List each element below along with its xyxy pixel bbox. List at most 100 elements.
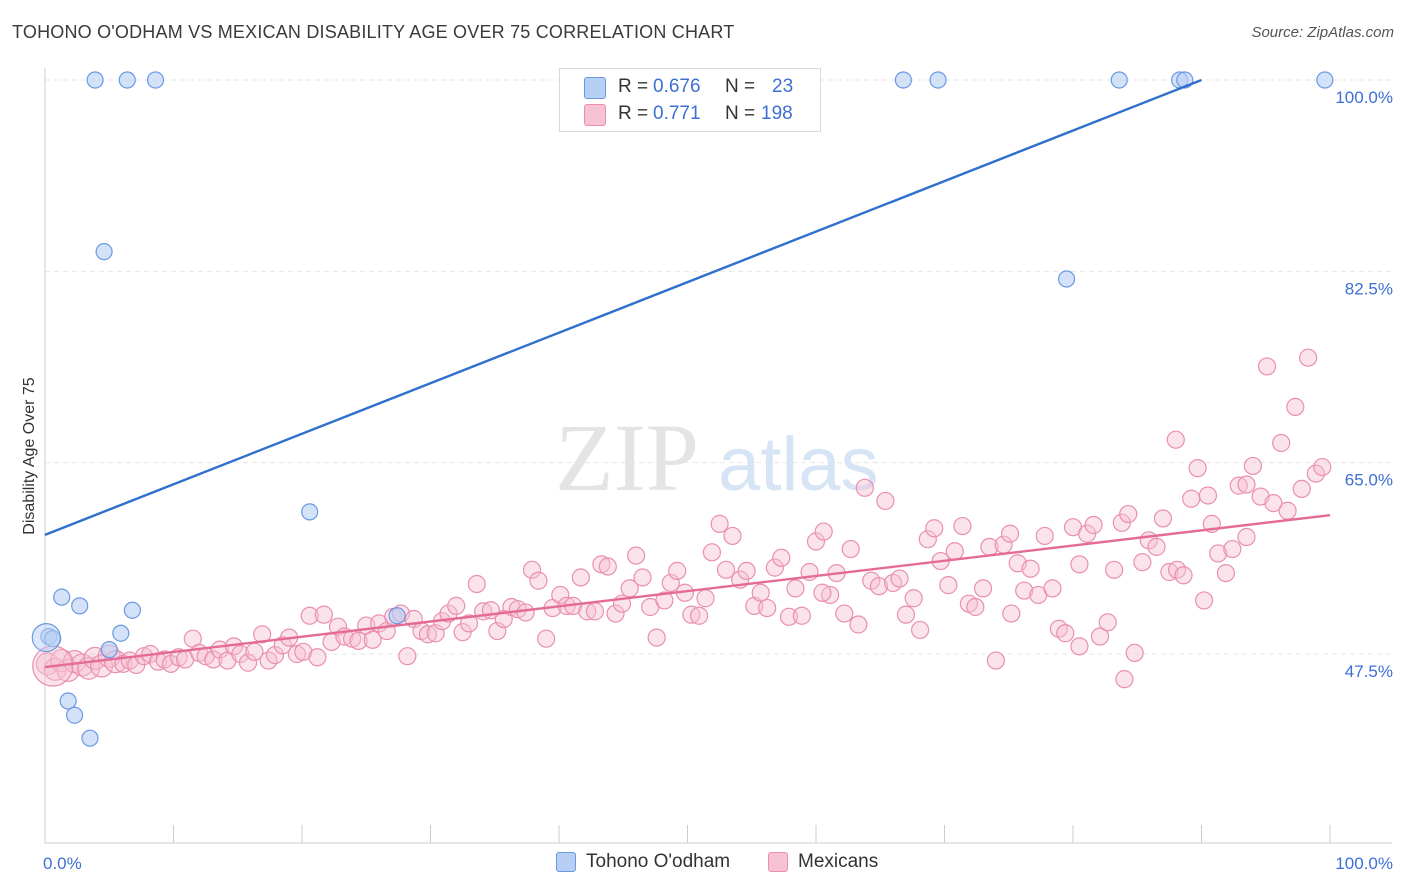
mexicans-point <box>253 625 272 644</box>
mexicans-point <box>973 579 993 598</box>
mexicans-point <box>1056 624 1075 643</box>
mexicans-point <box>606 604 625 623</box>
mexicans-point <box>238 653 258 672</box>
mexicans-point <box>294 642 313 661</box>
legend-n-value: 23 <box>772 76 794 97</box>
tohono-point <box>95 243 113 261</box>
mexicans-point <box>986 651 1006 670</box>
mexicans-point <box>1182 489 1201 508</box>
mexicans-point <box>1000 524 1020 543</box>
mexicans-point <box>849 615 868 634</box>
mexicans-point <box>1125 643 1144 663</box>
tohono-point <box>112 624 130 642</box>
mexicans-point <box>1166 430 1185 449</box>
mexicans-point <box>910 620 930 640</box>
tohono-point <box>146 71 165 89</box>
mexicans-point <box>447 596 466 615</box>
mexicans-point <box>1119 504 1138 524</box>
mexicans-point <box>1070 555 1089 574</box>
tohono-point <box>894 71 912 89</box>
mexicans-point <box>1257 357 1277 376</box>
mexicans-point <box>459 614 479 633</box>
mexicans-point <box>696 589 715 608</box>
mexicans-point <box>813 583 832 602</box>
chart-source: Source: ZipAtlas.com <box>1251 24 1394 41</box>
mexicans-point <box>710 514 729 533</box>
tohono-point <box>100 641 118 659</box>
mexicans-point <box>1243 456 1263 476</box>
mexicans-point <box>918 530 937 549</box>
tohono-point <box>53 588 71 606</box>
tohono-point <box>1057 270 1076 288</box>
x-tick-label: 100.0% <box>1335 854 1393 873</box>
mexicans-point <box>598 557 617 576</box>
mexicans-point <box>779 607 799 626</box>
mexicans-point <box>772 548 791 567</box>
mexicans-point <box>626 546 646 565</box>
mexicans-point <box>855 478 874 497</box>
mexicans-point <box>716 560 736 579</box>
mexicans-point <box>647 628 666 647</box>
legend-r-value: 0.676 <box>653 76 701 97</box>
tohono-point <box>123 601 141 619</box>
y-tick-label: 82.5% <box>1345 279 1393 298</box>
mexicans-point <box>1153 509 1173 528</box>
mexicans-point <box>529 571 548 590</box>
y-tick-label: 100.0% <box>1335 88 1393 107</box>
mexicans-point <box>1174 566 1193 585</box>
mexicans-point <box>1278 501 1297 520</box>
mexicans-point <box>925 519 944 538</box>
legend-swatch-tohono <box>556 852 576 872</box>
axes <box>44 68 1392 844</box>
mexicans-point <box>751 583 770 602</box>
tohono-point <box>118 71 136 89</box>
legend-r-label: R = <box>618 103 649 124</box>
mexicans-point <box>945 542 964 561</box>
watermark: ZIP atlas <box>555 404 879 511</box>
mexicans-point <box>1264 494 1283 513</box>
mexicans-point <box>633 568 652 587</box>
mexicans-point <box>1216 563 1236 583</box>
legend-label-mexicans: Mexicans <box>798 851 879 872</box>
mexicans-point <box>890 569 909 588</box>
mexicans-point <box>1198 486 1218 505</box>
legend-series: Tohono O'odham Mexicans <box>0 851 1406 877</box>
svg-text:atlas: atlas <box>718 422 879 507</box>
mexicans-point <box>1237 527 1256 547</box>
mexicans-point <box>300 606 319 625</box>
mexicans-point <box>1021 559 1040 578</box>
legend-swatch-mexicans <box>768 852 788 872</box>
mexicans-point <box>1286 397 1305 417</box>
mexicans-point <box>1299 348 1318 367</box>
mexicans-point <box>516 603 535 622</box>
mexicans-point <box>966 597 985 617</box>
mexicans-point <box>1090 627 1110 646</box>
legend-label-tohono: Tohono O'odham <box>586 851 731 872</box>
tohono-point <box>929 71 947 89</box>
legend-row-tohono: R = 0.676 N = 23 <box>560 74 820 100</box>
mexicans-point <box>1015 581 1034 600</box>
mexicans-point <box>551 585 570 605</box>
mexicans-point <box>737 561 756 581</box>
mexicans-point <box>765 558 784 577</box>
mexicans-point <box>1188 459 1207 478</box>
y-tick-label: 47.5% <box>1345 662 1393 681</box>
mexicans-point <box>723 526 742 546</box>
y-tick-label: 65.0% <box>1345 471 1393 490</box>
tohono-point <box>31 622 61 653</box>
mexicans-point <box>655 591 674 610</box>
trend-lines <box>44 78 1331 669</box>
mexicans-point <box>869 577 889 596</box>
legend-r-value: 0.771 <box>653 103 701 124</box>
mexicans-point <box>585 602 605 621</box>
mexicans-point <box>1084 515 1103 535</box>
mexicans-point <box>1043 579 1062 598</box>
mexicans-point <box>682 605 701 624</box>
x-tick-label: 0.0% <box>43 854 82 873</box>
mexicans-point <box>1292 479 1311 499</box>
legend-r-label: R = <box>618 76 649 97</box>
legend-stats: R = 0.676 N = 23 R = 0.771 N = 198 <box>559 68 821 132</box>
mexicans-point <box>1194 591 1214 610</box>
legend-row-mexicans: R = 0.771 N = 198 <box>560 101 820 127</box>
